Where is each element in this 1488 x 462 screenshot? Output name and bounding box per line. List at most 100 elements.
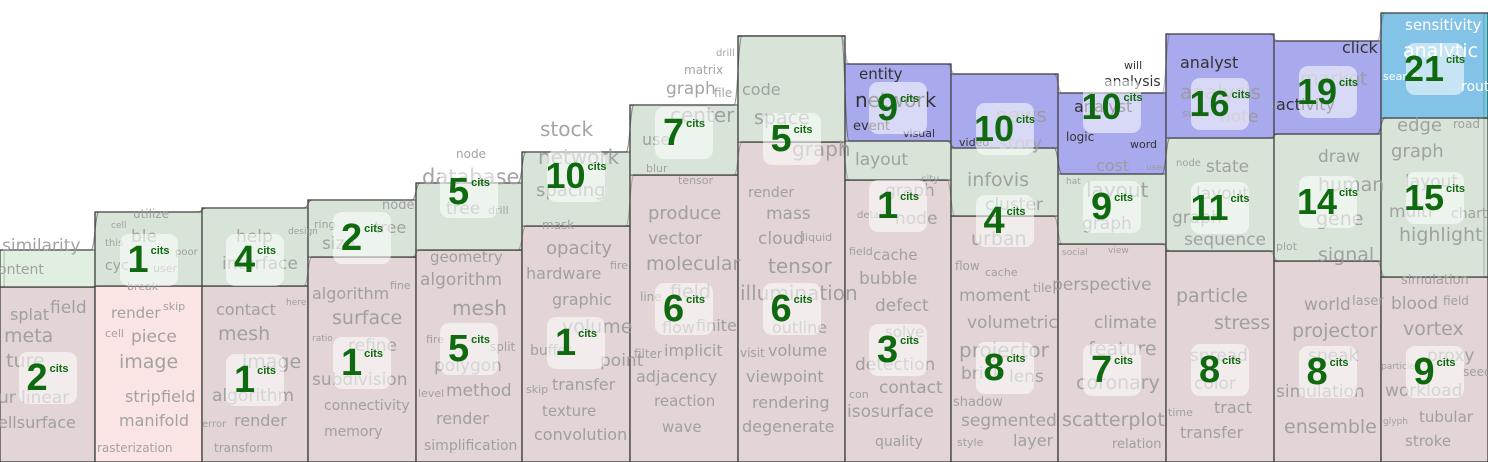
topic-keyword: highlight	[1399, 224, 1483, 247]
topic-keyword: tile	[1033, 281, 1052, 296]
citation-number: 1	[554, 322, 577, 364]
topic-keyword: drill	[716, 47, 735, 59]
topic-keyword: method	[446, 381, 512, 402]
citation-unit-label: cits	[471, 334, 491, 346]
topic-keyword: plot	[1276, 239, 1298, 253]
citation-number: 11	[1190, 187, 1229, 228]
citation-number: 9	[876, 87, 899, 129]
topic-keyword: matrix	[684, 63, 724, 78]
citation-count-bottom-col-5: 1 cits	[547, 317, 605, 369]
topic-keyword: perspective	[1052, 275, 1152, 296]
topic-keyword: code	[742, 79, 781, 99]
topic-keyword: render	[748, 184, 795, 201]
topic-keyword: particle	[1176, 285, 1248, 308]
topic-keyword: defect	[875, 296, 929, 317]
citation-number: 5	[770, 118, 792, 160]
topic-keyword: connectivity	[324, 397, 410, 414]
topic-keyword: particle	[1381, 361, 1415, 372]
citation-unit-label: cits	[1114, 192, 1134, 204]
topic-keyword: style	[957, 435, 984, 449]
citation-unit-label: cits	[900, 191, 920, 203]
citation-number: 1	[233, 359, 256, 401]
topic-keyword: mesh	[218, 323, 271, 346]
topic-keyword: tract	[1214, 397, 1252, 417]
topic-keyword: edge	[1397, 115, 1442, 137]
topic-keyword: image	[119, 351, 179, 374]
topic-keyword: geometry	[430, 247, 503, 266]
topic-keyword: graph	[666, 79, 716, 100]
citation-unit-label: cits	[1016, 114, 1036, 126]
citation-count-bottom-col-11: 8 cits	[1191, 344, 1249, 396]
topic-keyword: ratio	[312, 333, 333, 344]
topic-keyword: transform	[214, 441, 273, 456]
citation-count-bottom-col-7: 6 cits	[762, 283, 821, 335]
citation-number: 4	[983, 200, 1005, 242]
citation-unit-label: cits	[150, 245, 170, 257]
citation-unit-label: cits	[686, 294, 706, 306]
topic-keyword: node	[382, 198, 415, 214]
topic-keyword: splat	[10, 304, 50, 324]
citation-count-top-col-9: 10 cits	[974, 103, 1036, 155]
citation-count-middle-col-10: 9 cits	[1083, 181, 1141, 233]
topic-keyword: adjacency	[636, 366, 718, 386]
topic-keyword: tensor	[768, 253, 832, 278]
topic-keyword: seed	[1463, 365, 1488, 380]
topic-keyword: cache	[873, 245, 918, 264]
topic-keyword: sensitivity	[1405, 15, 1482, 34]
citation-count-middle-col-9: 4 cits	[975, 195, 1034, 247]
topic-keyword: viewpoint	[746, 366, 824, 386]
citation-number: 8	[1198, 349, 1221, 391]
topic-keyword: graph	[1391, 141, 1444, 163]
topic-keyword: search	[1383, 69, 1420, 83]
topic-keyword: segmented	[961, 411, 1057, 432]
citation-number: 5	[447, 171, 470, 213]
citation-count-bottom-col-4: 5 cits	[440, 323, 498, 375]
citation-number: 8	[1306, 351, 1328, 393]
citation-number: 1	[127, 239, 149, 281]
topic-keyword: filter	[634, 347, 662, 362]
topic-keyword: error	[202, 418, 227, 430]
topic-keyword: poor	[175, 246, 198, 258]
citation-unit-label: cits	[1339, 77, 1359, 89]
citation-number: 1	[876, 185, 899, 227]
topic-keyword: shadow	[953, 395, 1003, 411]
topic-keyword: glyph	[1383, 416, 1408, 427]
citation-unit-label: cits	[364, 348, 384, 360]
topic-keyword: click	[1342, 37, 1378, 57]
citation-count-top-col-10: 10 cits	[1082, 81, 1143, 133]
citation-number: 9	[1413, 351, 1435, 393]
citation-number: 9	[1090, 186, 1113, 228]
topic-keyword: social	[1062, 247, 1088, 258]
topic-keyword: implicit	[664, 340, 723, 360]
topic-keyword: render	[234, 410, 287, 430]
citation-unit-label: cits	[1446, 183, 1466, 195]
topic-keyword: render	[436, 408, 489, 428]
citation-number: 3	[876, 329, 899, 371]
citation-count-middle-col-7: 5 cits	[762, 113, 821, 165]
topic-keyword: cache	[985, 265, 1018, 279]
topic-keyword: strip	[125, 386, 161, 406]
citation-unit-label: cits	[1436, 357, 1456, 369]
topic-keyword: ensemble	[1284, 416, 1377, 439]
topic-keyword: cost	[1096, 155, 1130, 175]
citation-unit-label: cits	[49, 363, 69, 375]
citation-count-top-col-12: 19 cits	[1297, 66, 1359, 118]
topic-keyword: field	[849, 244, 873, 258]
topic-keyword: ring	[314, 217, 336, 231]
topic-keyword: cloud	[758, 229, 805, 250]
citation-number: 5	[447, 328, 470, 370]
citation-count-bottom-col-2: 1 cits	[226, 354, 284, 406]
citation-unit-label: cits	[471, 177, 491, 189]
topic-keyword: similarity	[2, 236, 81, 257]
topic-keyword: liquid	[802, 230, 833, 244]
citation-unit-label: cits	[793, 294, 813, 306]
citation-number: 6	[662, 288, 685, 330]
topic-keyword: time	[1168, 405, 1193, 419]
topic-keyword: fire	[610, 258, 628, 272]
topic-keyword: point	[600, 351, 644, 372]
citation-number: 7	[662, 112, 685, 154]
topic-keyword: molecular	[646, 253, 741, 276]
citation-unit-label: cits	[1231, 89, 1251, 101]
citation-count-middle-col-5: 10 cits	[546, 150, 607, 202]
topic-keyword: state	[1206, 157, 1250, 178]
